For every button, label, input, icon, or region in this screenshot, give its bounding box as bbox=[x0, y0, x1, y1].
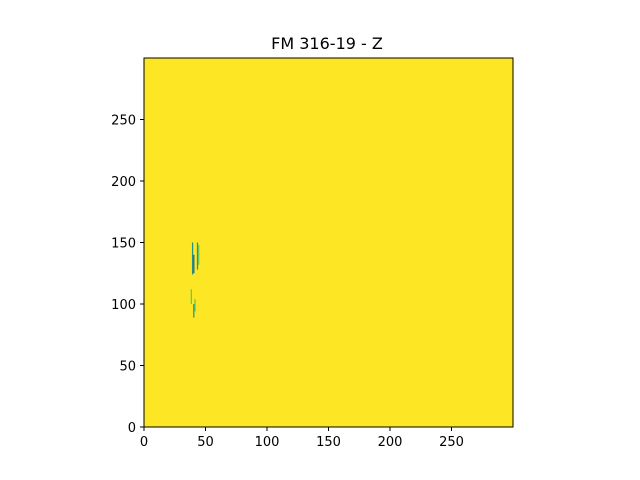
x-tick-label: 100 bbox=[255, 435, 280, 450]
y-tick-label: 50 bbox=[119, 360, 136, 375]
chart-title: FM 316-19 - Z bbox=[271, 34, 383, 53]
y-tick-label: 150 bbox=[111, 237, 136, 252]
y-tick-label: 200 bbox=[111, 175, 136, 190]
x-tick-label: 150 bbox=[316, 435, 341, 450]
heatmap-background bbox=[144, 58, 513, 427]
x-tick-label: 0 bbox=[140, 435, 148, 450]
heatmap-cell bbox=[198, 244, 200, 265]
y-axis: 0 50 100 150 200 250 bbox=[111, 114, 144, 436]
heatmap-cell bbox=[193, 254, 195, 274]
y-tick-label: 0 bbox=[128, 421, 136, 436]
heatmap-cell bbox=[194, 299, 196, 312]
heatmap-cell bbox=[193, 304, 195, 318]
x-axis: 0 50 100 150 200 250 bbox=[140, 427, 464, 450]
heatmap-features bbox=[190, 242, 200, 318]
y-tick-label: 100 bbox=[111, 298, 136, 313]
heatmap-cell bbox=[196, 242, 199, 270]
x-tick-label: 250 bbox=[439, 435, 464, 450]
heatmap-cell bbox=[191, 242, 194, 275]
y-tick-label: 250 bbox=[111, 114, 136, 129]
x-tick-label: 200 bbox=[378, 435, 403, 450]
heatmap-cell bbox=[190, 289, 192, 304]
x-tick-label: 50 bbox=[197, 435, 214, 450]
